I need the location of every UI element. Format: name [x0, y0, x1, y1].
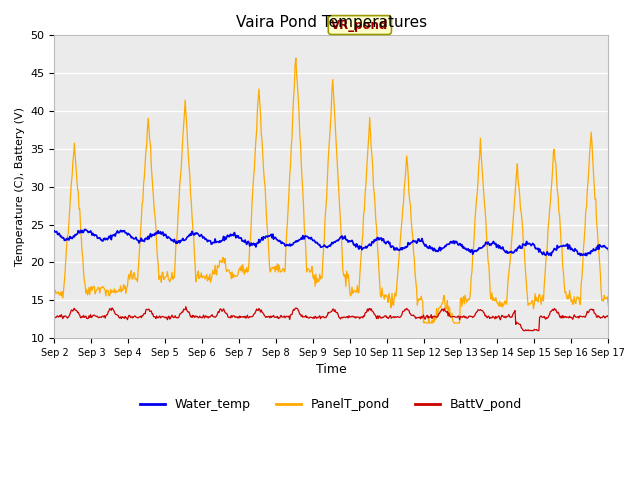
Title: Vaira Pond Temperatures: Vaira Pond Temperatures [236, 15, 427, 30]
Text: VR_pond: VR_pond [332, 19, 388, 32]
Y-axis label: Temperature (C), Battery (V): Temperature (C), Battery (V) [15, 107, 25, 266]
X-axis label: Time: Time [316, 363, 347, 376]
Legend: Water_temp, PanelT_pond, BattV_pond: Water_temp, PanelT_pond, BattV_pond [135, 393, 527, 416]
